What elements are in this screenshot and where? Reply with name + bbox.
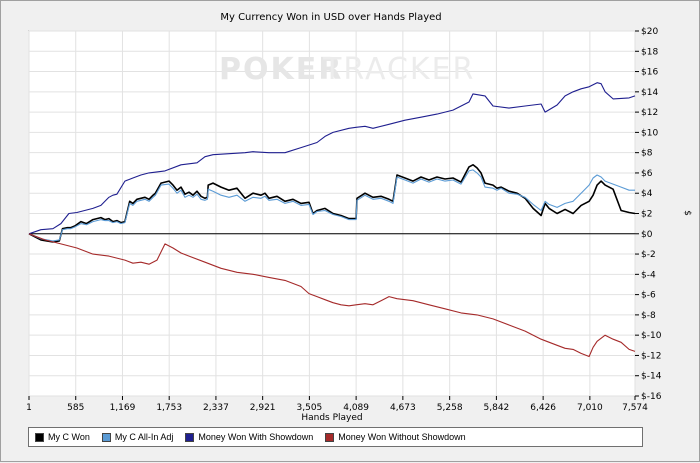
legend-item-money-won-without-showdown: Money Won Without Showdown [325,432,466,442]
y-tick-label: $-6 [641,291,656,301]
series-line-money-won-without-showdown [28,233,636,358]
x-axis-ticks: 1 585 1,169 1,753 2,337 2,921 3,505 4,089 4,673 5… [26,396,648,413]
series-line-money-won-with-showdown [28,82,636,235]
watermark-right: TRACKER [322,52,475,87]
y-tick-label: $8 [641,149,653,159]
y-tick-label: $12 [641,108,658,118]
y-tick-label: $-8 [641,311,656,321]
legend-label: My C Won [48,432,90,442]
y-tick-label: $-4 [641,270,656,280]
x-axis-label: Hands Played [301,413,362,423]
legend-swatch [185,432,195,442]
legend-label: Money Won With Showdown [198,432,314,442]
y-tick-label: $4 [641,189,653,199]
legend-item-my-c-won: My C Won [35,432,90,442]
x-tick-label: 1,169 [110,403,136,413]
x-tick-label: 7,574 [622,403,648,413]
y-tick-label: $14 [641,88,658,98]
legend: My C Won My C All-In Adj Money Won With Sh… [28,427,643,447]
legend-swatch [101,432,111,442]
legend-swatch [325,432,335,442]
y-axis-label: $ [682,210,692,216]
x-tick-label: 5,842 [484,403,510,413]
legend-item-my-c-all-in-adj: My C All-In Adj [101,432,174,442]
x-tick-label: 1 [26,403,32,413]
legend-swatch [35,432,44,442]
legend-item-money-won-with-showdown: Money Won With Showdown [185,432,313,442]
x-tick-label: 2,337 [203,403,229,413]
chart-title: My Currency Won in USD over Hands Played [220,12,441,23]
x-tick-label: 4,673 [390,403,416,413]
y-tick-label: $-16 [641,392,662,402]
y-tick-label: $10 [641,128,658,138]
y-axis-ticks: $20 $18 $16 $14 $12 $10 $8 $6 $4 $2 $0 $-2 $-4 $-6 $-8… [635,27,662,402]
x-tick-label: 585 [67,403,84,413]
y-tick-label: $-10 [641,331,662,341]
y-tick-label: $20 [641,27,658,37]
y-tick-label: $16 [641,68,658,78]
series-lines [28,82,636,358]
watermark-left: POKER [219,52,343,87]
y-tick-label: $2 [641,210,652,220]
y-tick-label: $6 [641,169,653,179]
y-tick-label: $-12 [641,351,661,361]
x-tick-label: 6,426 [530,403,556,413]
x-tick-label: 5,258 [437,403,463,413]
x-tick-label: 7,010 [577,403,603,413]
y-tick-label: $0 [641,230,653,240]
y-tick-label: $18 [641,47,658,57]
y-tick-label: $-14 [641,372,662,382]
x-tick-label: 3,505 [297,403,323,413]
x-tick-label: 4,089 [343,403,369,413]
x-tick-label: 1,753 [156,403,182,413]
x-tick-label: 2,921 [250,403,276,413]
y-tick-label: $-2 [641,250,656,260]
legend-label: My C All-In Adj [114,432,174,442]
legend-label: Money Won Without Showdown [338,432,466,442]
series-line-my-c-all-in-adj [28,169,635,242]
